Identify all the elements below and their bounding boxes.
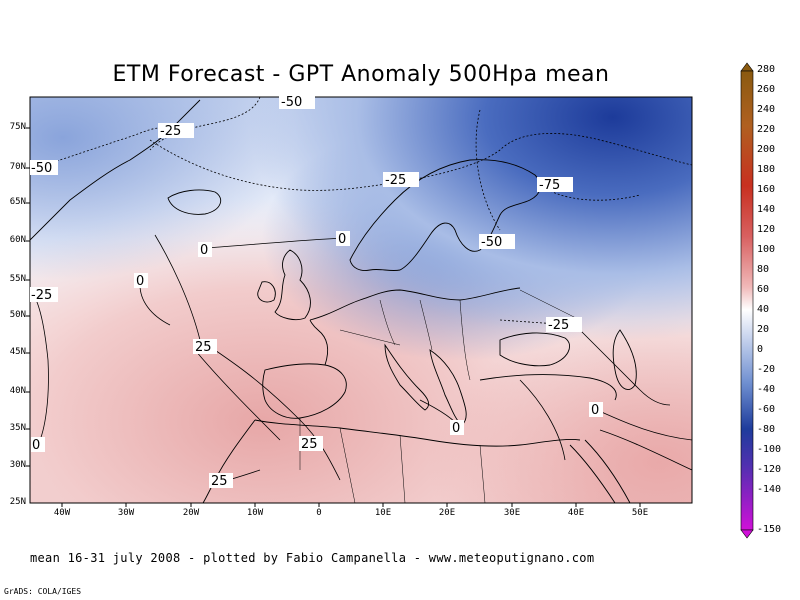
axis-ticks [26,127,641,507]
svg-text:0: 0 [591,403,599,418]
svg-text:-50: -50 [31,161,52,176]
colorbar-label: 40 [757,304,770,315]
colorbar-label: -120 [757,464,782,475]
contour-label: -50 [279,94,315,110]
lat-label: 75N [9,122,26,132]
svg-text:-50: -50 [481,235,502,250]
anomaly-field [30,97,692,503]
colorbar [740,62,754,539]
colorbar-label: -20 [757,364,776,375]
contour-label: 25 [193,339,217,355]
colorbar-label: 200 [757,144,776,155]
lon-label: 20E [438,508,456,518]
colorbar-label: -80 [757,424,776,435]
footer-caption: mean 16-31 july 2008 - plotted by Fabio … [30,551,595,565]
lat-label: 55N [9,274,26,284]
contour-label: 0 [31,437,45,453]
lon-label: 40W [53,508,71,518]
lat-label: 30N [9,460,26,470]
svg-text:-25: -25 [385,173,406,188]
colorbar-label: 0 [757,344,764,355]
contour-label: -25 [383,172,419,188]
lat-label: 25N [9,497,26,507]
contour-label: 25 [209,473,233,489]
contour-label: -25 [30,287,58,303]
colorbar-label: 260 [757,84,776,95]
svg-text:0: 0 [452,421,460,436]
lon-label: 20W [182,508,200,518]
lon-label: 30E [503,508,521,518]
contour-label: 0 [589,402,603,418]
colorbar-label: -40 [757,384,776,395]
lat-label: 35N [9,423,26,433]
map-title: ETM Forecast - GPT Anomaly 500Hpa mean [112,62,610,87]
colorbar-label: 140 [757,204,776,215]
contour-label: 0 [336,231,350,247]
colorbar-label: 220 [757,124,776,135]
contour-label: -25 [546,317,582,333]
colorbar-label: 60 [757,284,770,295]
colorbar-label: 100 [757,244,776,255]
lon-label: 10E [374,508,392,518]
grads-credit: GrADS: COLA/IGES [4,587,82,596]
contour-label: -75 [537,177,573,193]
lon-label: 30W [117,508,135,518]
colorbar-label: 280 [757,64,776,75]
lat-label: 65N [9,197,26,207]
svg-text:0: 0 [32,438,40,453]
svg-text:-75: -75 [539,178,560,193]
svg-text:-25: -25 [548,318,569,333]
coastlines [30,99,692,503]
colorbar-label: 160 [757,184,776,195]
colorbar-label: 240 [757,104,776,115]
svg-text:-25: -25 [31,288,52,303]
svg-text:0: 0 [136,274,144,289]
lon-label: 0 [316,508,322,518]
lat-label: 45N [9,347,26,357]
contour-label: 0 [134,273,148,289]
contour-label: -50 [479,234,515,250]
colorbar-label: 120 [757,224,776,235]
svg-text:-50: -50 [281,95,302,110]
colorbar-label: -60 [757,404,776,415]
contour-labels: -50 -25 -50 -25 -75 -50 0 0 0 -25 25 -25… [30,94,603,489]
colorbar-label: -150 [757,524,782,535]
colorbar-label: -140 [757,484,782,495]
svg-text:25: 25 [301,437,318,452]
lon-label: 10W [246,508,264,518]
colorbar-label: 80 [757,264,770,275]
contour-label: 0 [198,242,212,258]
lon-label: 50E [631,508,649,518]
lat-label: 50N [9,310,26,320]
colorbar-label: 20 [757,324,770,335]
svg-text:25: 25 [195,340,212,355]
colorbar-label: 180 [757,164,776,175]
lat-label: 70N [9,162,26,172]
contour-label: 25 [299,436,323,452]
colorbar-label: -100 [757,444,782,455]
lat-label: 40N [9,386,26,396]
svg-text:-25: -25 [160,124,181,139]
lon-label: 40E [567,508,585,518]
svg-text:25: 25 [211,474,228,489]
svg-text:0: 0 [338,232,346,247]
contour-label: -50 [30,160,58,176]
contour-label: -25 [158,123,194,139]
svg-text:0: 0 [200,243,208,258]
contour-label: 0 [450,420,464,436]
lat-label: 60N [9,235,26,245]
